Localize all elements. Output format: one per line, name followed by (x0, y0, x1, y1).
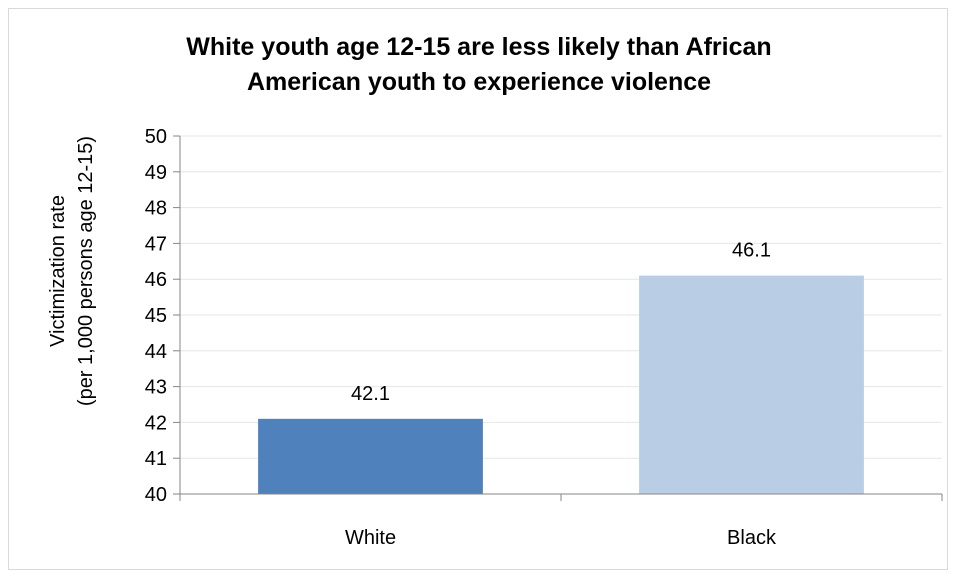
y-tick-label: 46 (145, 269, 167, 291)
y-tick-label: 40 (145, 484, 167, 506)
y-tick-label: 41 (145, 448, 167, 470)
y-tick-label: 48 (145, 198, 167, 220)
bar (639, 275, 864, 494)
y-tick-label: 43 (145, 377, 167, 399)
y-tick-label: 47 (145, 233, 167, 255)
chart-title-line-1: White youth age 12-15 are less likely th… (186, 33, 772, 61)
chart-title: White youth age 12-15 are less likely th… (0, 30, 958, 100)
y-tick-label: 50 (145, 126, 167, 148)
data-label: 42.1 (351, 383, 390, 405)
x-tick-label: White (345, 527, 396, 549)
y-tick-label: 49 (145, 162, 167, 184)
y-tick-label: 42 (145, 412, 167, 434)
chart-title-line-2: American youth to experience violence (246, 68, 712, 96)
y-tick-label: 45 (145, 305, 167, 327)
y-tick-label: 44 (145, 341, 167, 363)
bar (258, 418, 483, 494)
data-label: 46.1 (732, 240, 771, 262)
x-tick-label: Black (727, 527, 777, 549)
